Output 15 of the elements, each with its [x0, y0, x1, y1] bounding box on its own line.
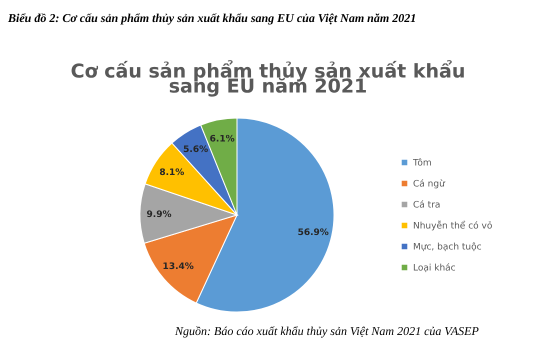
- legend-label: Mực, bạch tuộc: [413, 242, 482, 252]
- data-label: 8.1%: [159, 168, 184, 178]
- data-label: 6.1%: [210, 134, 235, 144]
- legend-label: Cá tra: [413, 200, 440, 210]
- data-label: 9.9%: [146, 210, 172, 220]
- data-label: 56.9%: [298, 228, 329, 238]
- legend-label: Cá ngừ: [413, 178, 446, 190]
- data-label: 13.4%: [162, 262, 194, 272]
- legend-label: Nhuyễn thể có vỏ: [413, 220, 493, 232]
- text: Biểu đồ 2: Cơ cấu sản phẩm thủy sản xuất khẩu sang EU của Việt Nam năm 2021: [7, 11, 416, 25]
- text: Nguồn: Báo cáo xuất khẩu thủy sản Việt Nam 2021 của VASEP: [174, 324, 480, 338]
- legend-label: Tôm: [412, 158, 432, 168]
- legend-label: Loại khác: [413, 262, 456, 274]
- chart-title: Cơ cấu sản phẩm thủy sản xuất khẩu sang EU năm 2021: [70, 60, 466, 98]
- data-label: 5.6%: [183, 144, 208, 155]
